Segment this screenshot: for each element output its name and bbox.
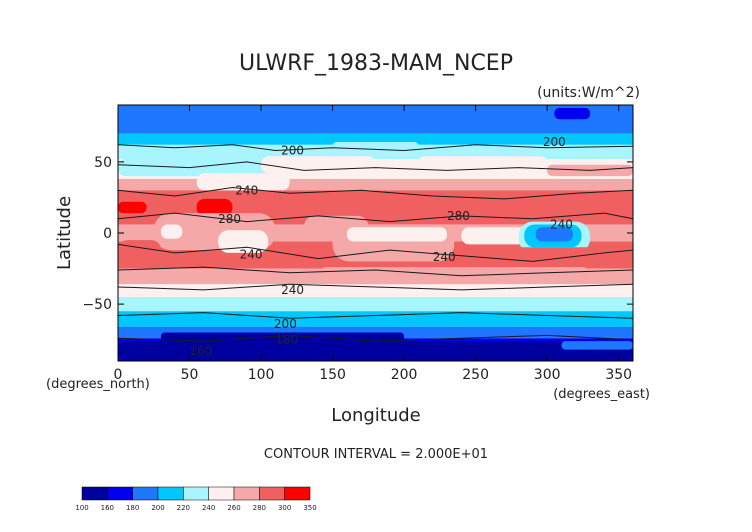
colorbar-label-220: 220 bbox=[177, 504, 190, 512]
field-patch-9 bbox=[118, 201, 147, 214]
colorbar-swatch-3 bbox=[157, 486, 184, 501]
colorbar-label-240: 240 bbox=[202, 504, 215, 512]
colorbar-swatch-7 bbox=[259, 486, 285, 501]
plot-area bbox=[118, 105, 633, 361]
contour-label-0: 200 bbox=[281, 144, 304, 158]
field-band-10 bbox=[118, 297, 633, 312]
colorbar-swatch-8 bbox=[284, 486, 311, 501]
contour-label-3: 280 bbox=[218, 212, 241, 226]
x-axis-ticks: 0 50 100 150 200 250 300 350 bbox=[114, 105, 632, 383]
colorbar-label-100: 100 bbox=[75, 504, 88, 512]
contour-label-6: 240 bbox=[240, 247, 263, 261]
field-patch-26 bbox=[118, 341, 633, 361]
x-unit-label: (degrees_east) bbox=[553, 387, 650, 402]
field-patch-4 bbox=[261, 156, 376, 174]
units-label: (units:W/m^2) bbox=[537, 85, 640, 101]
field-patch-22 bbox=[118, 240, 161, 262]
contour-line-4 bbox=[117, 243, 634, 262]
field-patch-12 bbox=[160, 224, 183, 239]
x-tick-label-100: 100 bbox=[248, 367, 275, 383]
contour-label-4: 280 bbox=[447, 209, 470, 223]
contour-line-3 bbox=[117, 212, 634, 223]
colorbar-label-260: 260 bbox=[227, 504, 240, 512]
contour-label-11: 160 bbox=[190, 344, 213, 358]
field-patch-1 bbox=[554, 107, 591, 120]
colorbar: 100 160 180 200 220 240 260 280 300 350 bbox=[75, 486, 317, 512]
field-patch-5 bbox=[418, 156, 548, 171]
contour-label-5: 240 bbox=[550, 217, 573, 231]
contour-line-0 bbox=[117, 144, 634, 152]
field-band-11 bbox=[118, 311, 633, 327]
y-unit-label: (degrees_north) bbox=[46, 377, 150, 392]
contour-label-7: 240 bbox=[433, 250, 456, 264]
field-patch-10 bbox=[196, 198, 233, 216]
colorbar-label-180: 180 bbox=[126, 504, 139, 512]
contour-label-2: 240 bbox=[235, 183, 258, 197]
colorbar-swatch-4 bbox=[183, 486, 209, 501]
field-patch-28 bbox=[561, 341, 633, 350]
contour-line-6 bbox=[117, 283, 634, 291]
contour-label-1: 200 bbox=[543, 135, 566, 149]
contour-label-10: 180 bbox=[275, 333, 298, 347]
field-band-4 bbox=[118, 178, 633, 191]
field-patch-7 bbox=[196, 173, 290, 191]
contour-line-2 bbox=[117, 186, 634, 200]
y-axis-ticks: −50 0 50 bbox=[82, 155, 633, 313]
x-tick-label-0: 0 bbox=[114, 367, 123, 383]
field-patch-17 bbox=[461, 227, 533, 245]
x-tick-label-350: 350 bbox=[605, 367, 632, 383]
x-tick-label-200: 200 bbox=[391, 367, 418, 383]
colorbar-swatch-5 bbox=[208, 486, 235, 501]
field-patch-0 bbox=[118, 105, 633, 120]
x-tick-label-150: 150 bbox=[319, 367, 346, 383]
contour-label-9: 200 bbox=[274, 317, 297, 331]
colorbar-label-160: 160 bbox=[101, 504, 114, 512]
contour-line-5 bbox=[117, 266, 634, 277]
colorbar-swatch-6 bbox=[233, 486, 260, 501]
colorbar-swatch-2 bbox=[132, 486, 159, 501]
x-tick-label-50: 50 bbox=[181, 367, 199, 383]
field-patch-20 bbox=[535, 227, 573, 242]
contour-line-7 bbox=[117, 312, 634, 319]
y-tick-label-0: 0 bbox=[103, 226, 112, 242]
y-tick-label--50: −50 bbox=[82, 297, 112, 313]
contour-line-8 bbox=[117, 334, 634, 342]
colorbar-swatch-0 bbox=[81, 486, 108, 501]
x-tick-label-250: 250 bbox=[462, 367, 489, 383]
y-axis-label: Latitude bbox=[54, 196, 75, 270]
colorbar-swatch-1 bbox=[107, 486, 133, 501]
x-tick-label-300: 300 bbox=[534, 367, 561, 383]
y-tick-label-50: 50 bbox=[94, 155, 112, 171]
field-patch-13 bbox=[218, 230, 269, 253]
colorbar-label-300: 300 bbox=[278, 504, 291, 512]
colorbar-label-350: 350 bbox=[303, 504, 316, 512]
contour-line-1 bbox=[117, 161, 634, 171]
x-axis-label: Longitude bbox=[331, 405, 421, 426]
field-band-1 bbox=[118, 133, 633, 145]
contour-lines bbox=[117, 144, 634, 342]
colorbar-label-280: 280 bbox=[253, 504, 266, 512]
chart-title: ULWRF_1983-MAM_NCEP bbox=[239, 51, 513, 76]
colorbar-label-200: 200 bbox=[151, 504, 164, 512]
contour-label-8: 240 bbox=[281, 283, 304, 297]
contour-labels: 200 200 240 280 280 240 240 240 240 200 180 160 bbox=[190, 135, 573, 358]
contour-interval-text: CONTOUR INTERVAL = 2.000E+01 bbox=[264, 447, 488, 462]
field-band-2 bbox=[118, 144, 633, 160]
field-patch-16 bbox=[346, 227, 448, 242]
